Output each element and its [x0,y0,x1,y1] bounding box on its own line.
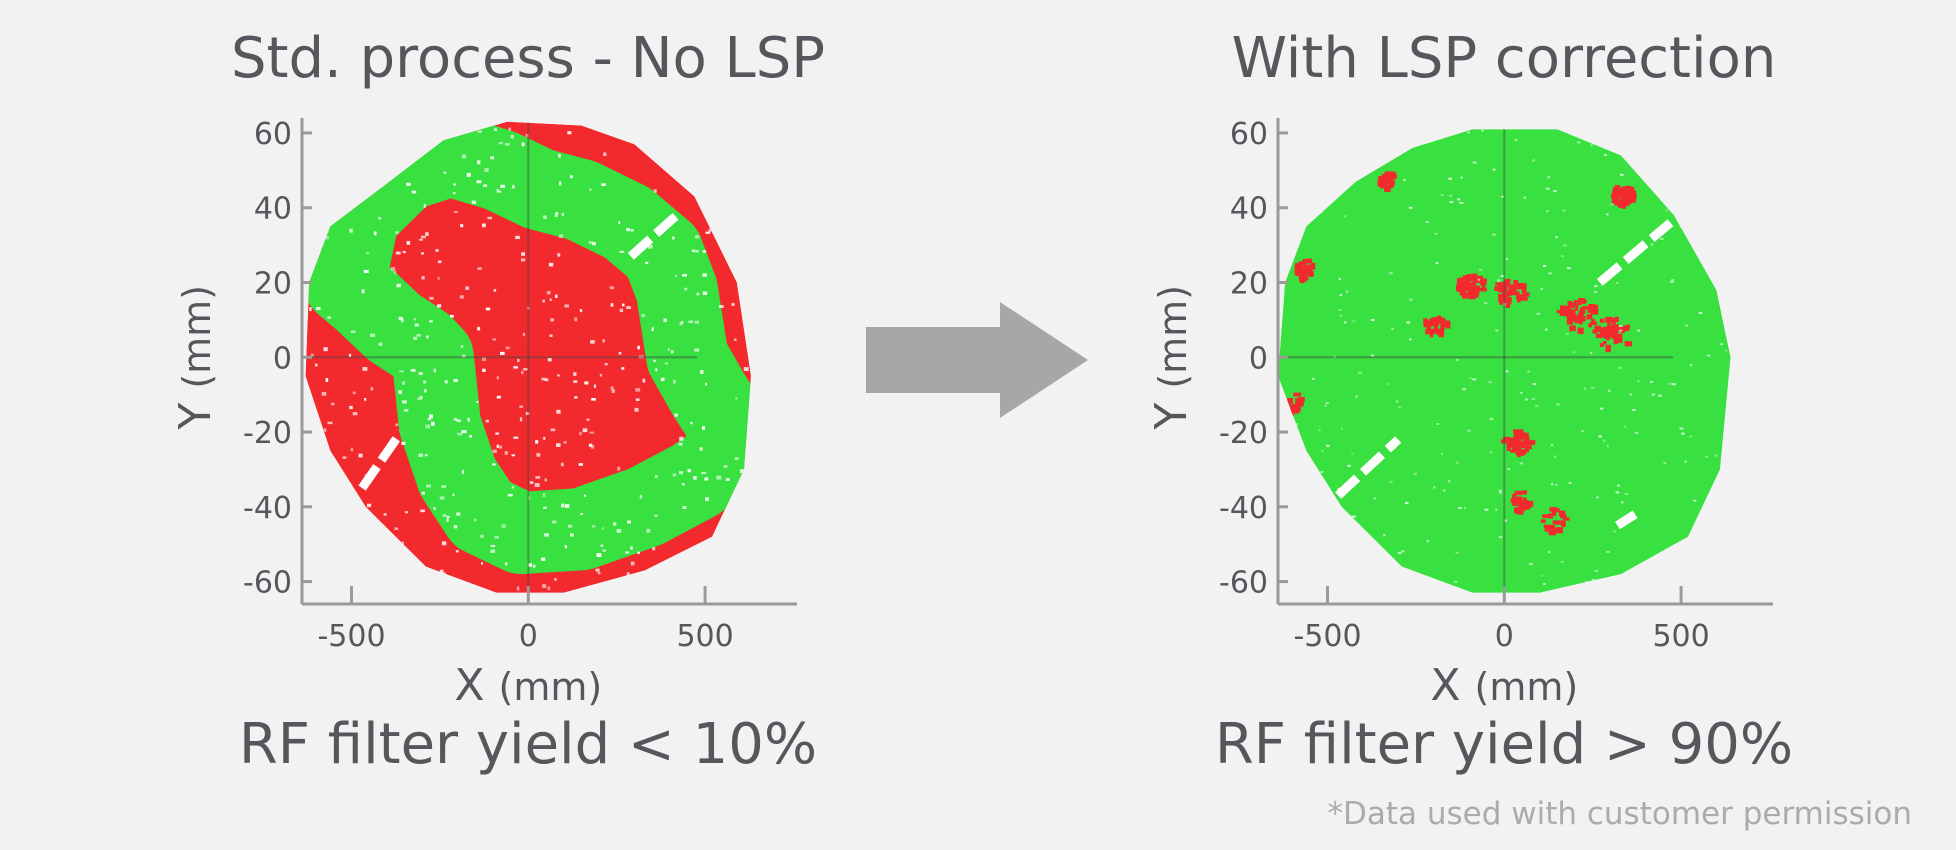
wafer-pass-area [1278,129,1731,593]
y-tick-label: -40 [1219,491,1268,526]
x-tick-label: -500 [317,619,385,654]
right-yield-label: RF filter yield > 90% [1214,712,1794,777]
wafer-scribe-marks [358,211,680,491]
wafer-map [305,121,751,593]
left-yield-label: RF filter yield < 10% [238,712,818,777]
right-chart-title: With LSP correction [1231,26,1777,91]
wafer-pass-ring [305,121,751,575]
y-tick-label: 40 [1230,192,1268,227]
left-chart-title: Std. process - No LSP [230,26,826,91]
y-tick-label: 40 [254,192,292,227]
x-axis-label: X (mm) [1430,660,1578,711]
y-axis-label: Y (mm) [170,285,221,431]
x-axis-label: X (mm) [454,660,602,711]
x-tick-label: 500 [1652,619,1709,654]
wafer-map [1278,129,1731,593]
wafer-scribe-marks [1335,219,1674,530]
y-tick-label: -60 [1219,566,1268,601]
y-tick-label: 20 [254,266,292,301]
x-tick-label: 500 [676,619,733,654]
y-tick-label: -60 [243,566,292,601]
x-tick-label: 0 [1495,619,1514,654]
y-tick-label: 60 [254,117,292,152]
y-tick-label: 0 [273,341,292,376]
y-axis-label: Y (mm) [1146,285,1197,431]
x-tick-label: 0 [519,619,538,654]
y-tick-label: -40 [243,491,292,526]
y-tick-label: -20 [1219,416,1268,451]
data-permission-footnote: *Data used with customer permission [1327,796,1912,832]
y-tick-label: 0 [1249,341,1268,376]
y-tick-label: 20 [1230,266,1268,301]
y-tick-label: 60 [1230,117,1268,152]
wafer-fail-clusters [1286,171,1637,536]
x-tick-label: -500 [1293,619,1361,654]
y-tick-label: -20 [243,416,292,451]
